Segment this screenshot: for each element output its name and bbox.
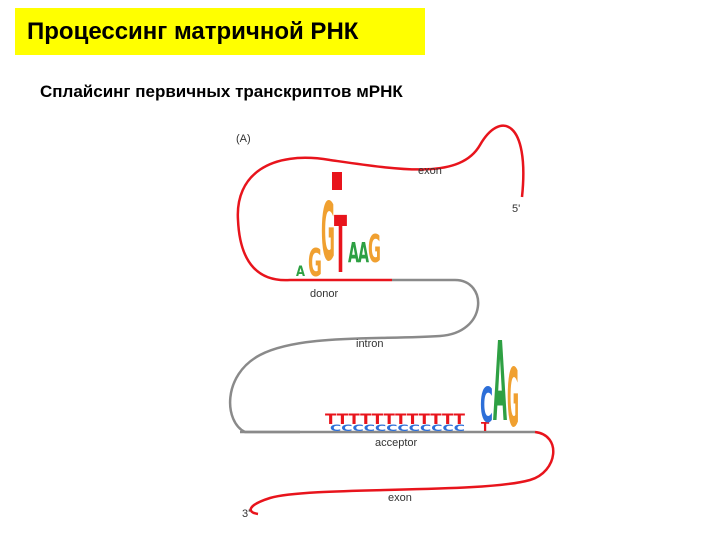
logo-letter: T: [334, 201, 347, 291]
logo-letter: T: [481, 420, 490, 434]
logo-letter: G: [368, 227, 381, 271]
three-prime-label: 3': [242, 508, 250, 520]
panel-label: (A): [236, 133, 251, 145]
donor-label: donor: [310, 288, 338, 300]
exon-label: exon: [418, 165, 442, 177]
intron-strand: [228, 278, 535, 434]
logo-letter: G: [321, 186, 335, 279]
logo-letter: G: [507, 352, 519, 445]
exon-label: exon: [388, 492, 412, 504]
logo-letter: A: [493, 318, 507, 446]
logo-letter: C: [480, 378, 493, 434]
logo-run: CCCCCCCCCCCC: [330, 424, 466, 434]
acceptor-logo: TTTTTTTTTTTT CCCCCCCCCCCC T C A G: [325, 318, 519, 446]
exon-strand: [236, 124, 525, 282]
five-prime-label: 5': [512, 203, 520, 215]
logo-letter: A: [348, 236, 359, 269]
donor-logo: A G G T A A G: [296, 186, 381, 291]
subtitle: Сплайсинг первичных транскриптов мРНК: [40, 82, 403, 101]
donor-marker: [332, 172, 342, 190]
logo-letter: A: [296, 264, 305, 280]
slide-title: Процессинг матричной РНК: [15, 8, 425, 55]
acceptor-label: acceptor: [375, 437, 418, 449]
logo-run: TTTTTTTTTTTT: [325, 412, 466, 428]
intron-label: intron: [356, 338, 384, 350]
logo-letter: G: [308, 241, 322, 285]
logo-letter: A: [358, 236, 369, 269]
exon-strand: [249, 430, 555, 516]
